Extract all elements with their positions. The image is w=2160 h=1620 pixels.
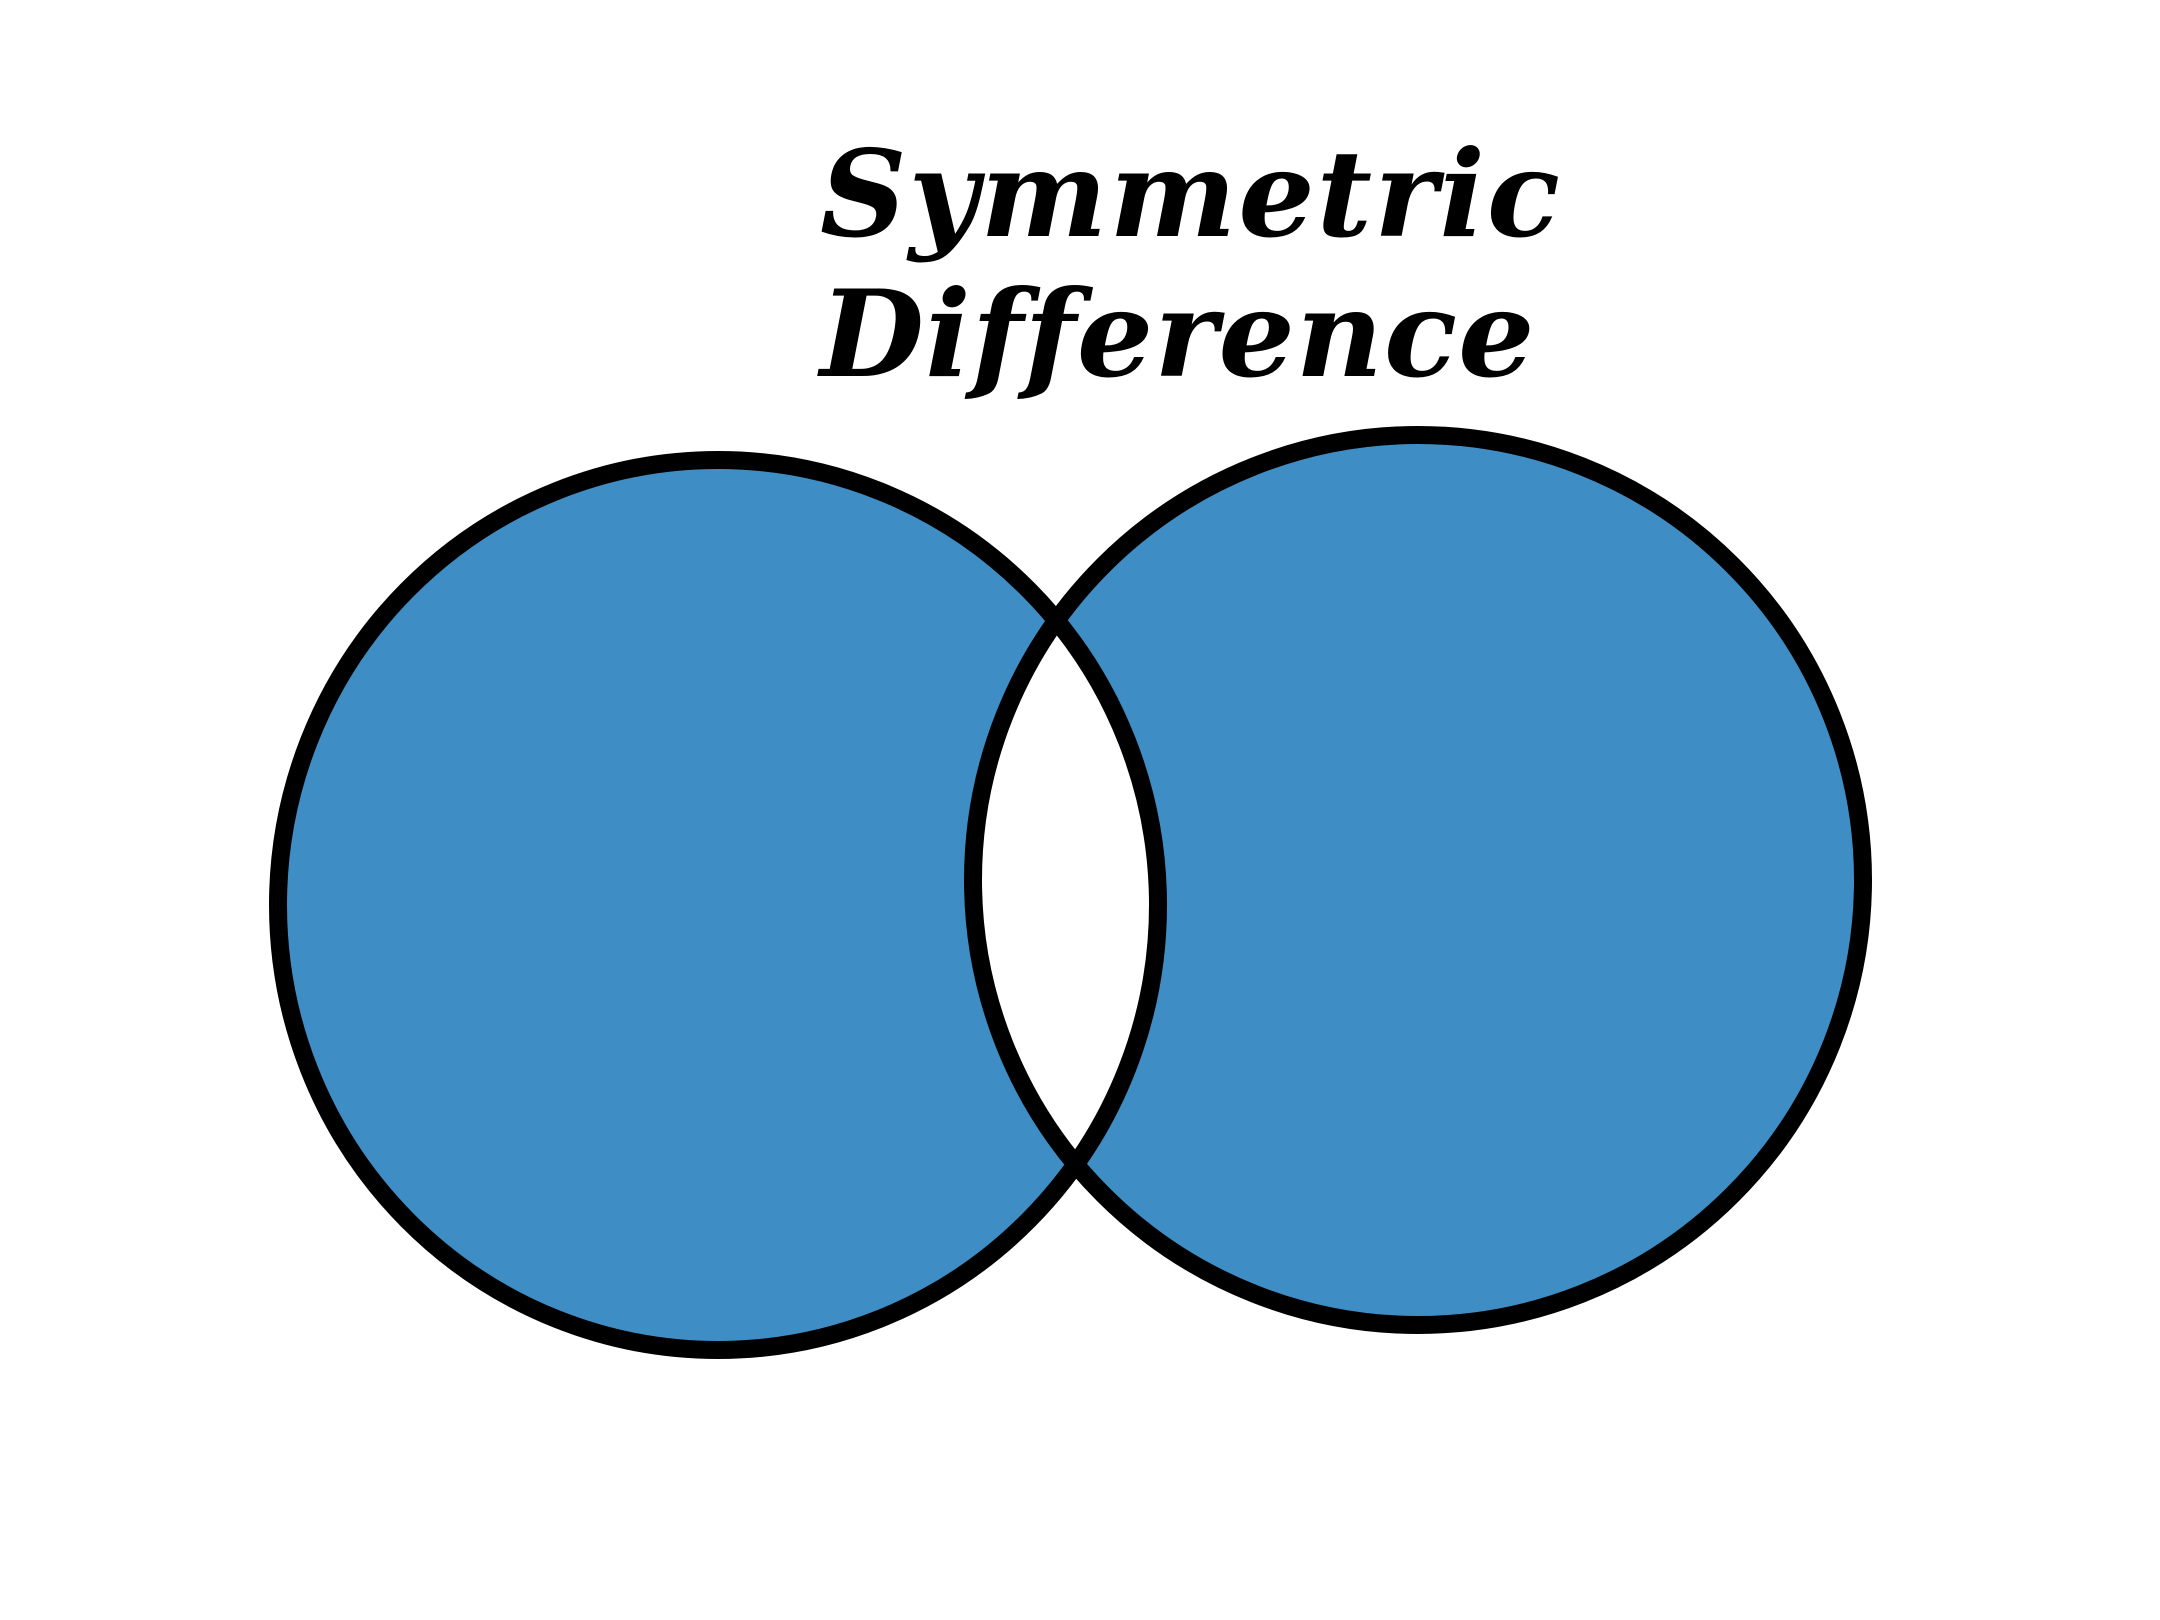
set-a-region — [278, 460, 1158, 1350]
set-b-region — [973, 435, 1863, 1325]
title-line-1: Symmetric — [820, 124, 1562, 265]
diagram-title: Symmetric Difference — [820, 124, 1562, 405]
set-b-outline — [964, 426, 1872, 1334]
title-line-2: Difference — [820, 264, 1536, 405]
set-a-outline — [269, 451, 1167, 1359]
